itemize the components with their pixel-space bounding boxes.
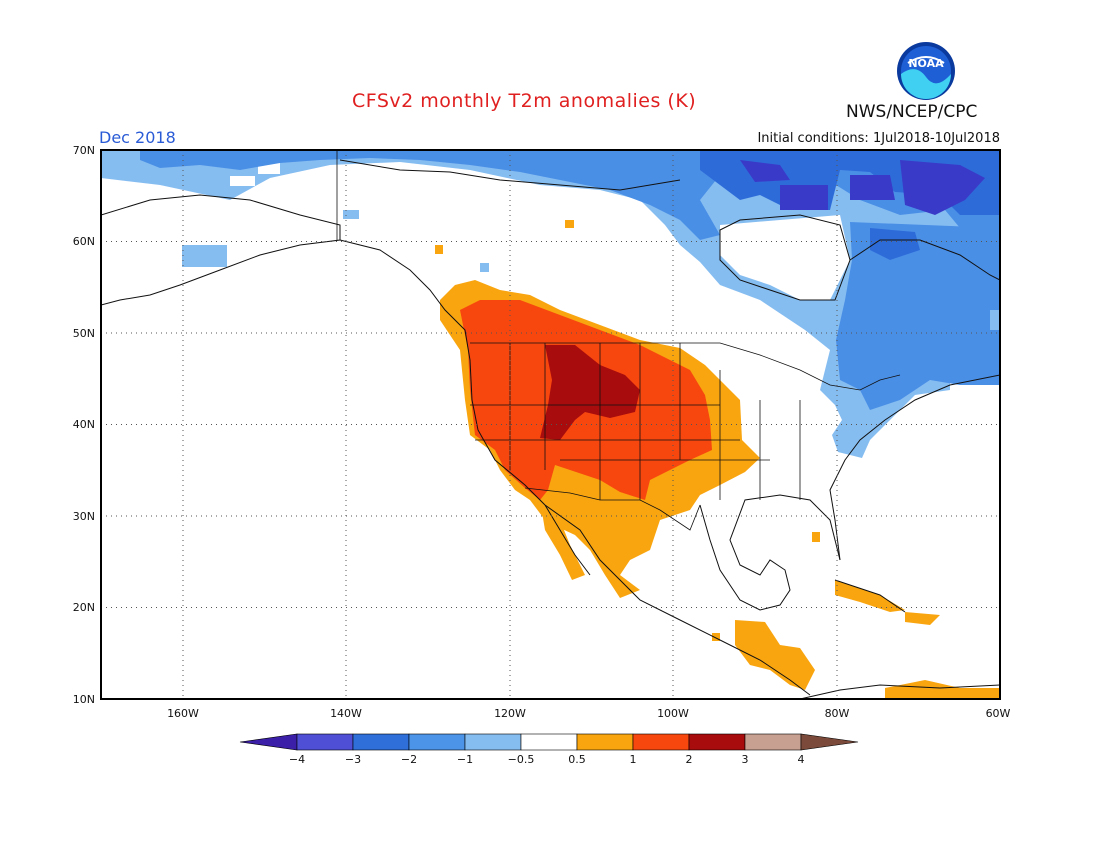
warm-pale-venezuela xyxy=(885,680,1000,699)
warm-pale-patch-2 xyxy=(565,220,574,228)
cold-strong-patch-1 xyxy=(780,185,828,210)
anomaly-fields xyxy=(101,150,1000,699)
cold-pale-patch-ak xyxy=(182,245,227,267)
cold-mid-patch-labrador xyxy=(870,228,920,260)
noaa-logo: NOAA xyxy=(897,42,955,100)
lon-label-60w: 60W xyxy=(986,707,1011,720)
colorbar-swatch xyxy=(688,733,746,751)
forecast-month: Dec 2018 xyxy=(99,128,176,147)
coast-mexico-pacific xyxy=(544,504,811,696)
logo-text: NOAA xyxy=(908,57,944,70)
lat-label-70n: 70N xyxy=(73,144,95,157)
coast-gulf xyxy=(699,494,841,611)
colorbar-swatch xyxy=(632,733,690,751)
border-us-canada xyxy=(470,342,901,391)
colorbar-label: 1 xyxy=(630,753,637,766)
lon-label-120w: 120W xyxy=(494,707,526,720)
warm-pale-patch-4 xyxy=(812,532,820,542)
lon-label-100w: 100W xyxy=(657,707,689,720)
lat-label-30n: 30N xyxy=(73,510,95,523)
map-title: CFSv2 monthly T2m anomalies (K) xyxy=(352,90,697,112)
warm-strong-region xyxy=(540,345,640,440)
colorbar-arrow-low xyxy=(239,733,298,751)
coast-atlantic xyxy=(829,374,1000,561)
coast-alaska xyxy=(101,194,341,306)
neutral-hole-2 xyxy=(440,175,464,190)
warm-pale-cuba xyxy=(835,580,905,612)
cold-strong-patch-4 xyxy=(740,160,790,182)
colorbar-swatch xyxy=(744,733,802,751)
coast-cuba xyxy=(834,579,906,613)
colorbar-label: 3 xyxy=(742,753,749,766)
colorbar-label: 4 xyxy=(798,753,805,766)
neutral-hole-1 xyxy=(230,176,255,186)
colorbar-label: −1 xyxy=(457,753,473,766)
coast-baja xyxy=(544,504,591,576)
colorbar-label: 2 xyxy=(686,753,693,766)
warm-pale-patch-1 xyxy=(435,245,443,254)
coastlines xyxy=(101,159,1000,699)
agency-label: NWS/NCEP/CPC xyxy=(846,102,978,122)
colorbar-swatch xyxy=(352,733,410,751)
colorbar-label: −2 xyxy=(401,753,417,766)
colorbar-label: −0.5 xyxy=(508,753,535,766)
lon-label-160w: 160W xyxy=(167,707,199,720)
colorbar-label: −4 xyxy=(289,753,305,766)
colorbar-label: −3 xyxy=(345,753,361,766)
colorbar: −4 −3 −2 −1 −0.5 0.5 1 2 3 4 xyxy=(239,733,859,766)
lon-labels: 160W 140W 120W 100W 80W 60W xyxy=(167,707,1010,720)
borders xyxy=(336,150,901,531)
warm-pale-hispaniola xyxy=(905,612,940,625)
lat-label-50n: 50N xyxy=(73,327,95,340)
cold-strong-patch-3 xyxy=(900,160,985,215)
coast-pacific-nw xyxy=(339,239,546,506)
cold-pale-patch-2 xyxy=(480,263,489,272)
colorbar-arrow-high xyxy=(800,733,859,751)
colorbar-swatch xyxy=(520,733,578,751)
neutral-hole-hudson xyxy=(720,215,850,300)
colorbar-swatch xyxy=(576,733,634,751)
coast-hudson-bay xyxy=(719,214,851,301)
lat-label-60n: 60N xyxy=(73,235,95,248)
lat-labels: 70N 60N 50N 40N 30N 20N 10N xyxy=(73,144,95,706)
coast-arctic xyxy=(339,159,681,191)
lon-label-140w: 140W xyxy=(330,707,362,720)
colorbar-swatch xyxy=(296,733,354,751)
warm-pale-central-america xyxy=(735,620,815,690)
warm-pale-baja xyxy=(540,500,585,580)
coast-south-america xyxy=(799,684,1000,699)
warm-pale-patch-3 xyxy=(712,633,720,641)
cold-light-region-east xyxy=(836,222,1000,410)
lon-label-80w: 80W xyxy=(825,707,850,720)
lat-label-20n: 20N xyxy=(73,601,95,614)
lat-label-40n: 40N xyxy=(73,418,95,431)
cold-strong-patch-2 xyxy=(850,175,895,200)
initial-conditions: Initial conditions: 1Jul2018-10Jul2018 xyxy=(757,131,1000,146)
colorbar-swatch xyxy=(464,733,522,751)
cold-pale-patch-1 xyxy=(343,210,359,219)
colorbar-label: 0.5 xyxy=(568,753,586,766)
lat-label-10n: 10N xyxy=(73,693,95,706)
colorbar-swatch xyxy=(408,733,466,751)
map-frame xyxy=(100,149,1001,700)
coast-labrador xyxy=(849,239,1000,281)
